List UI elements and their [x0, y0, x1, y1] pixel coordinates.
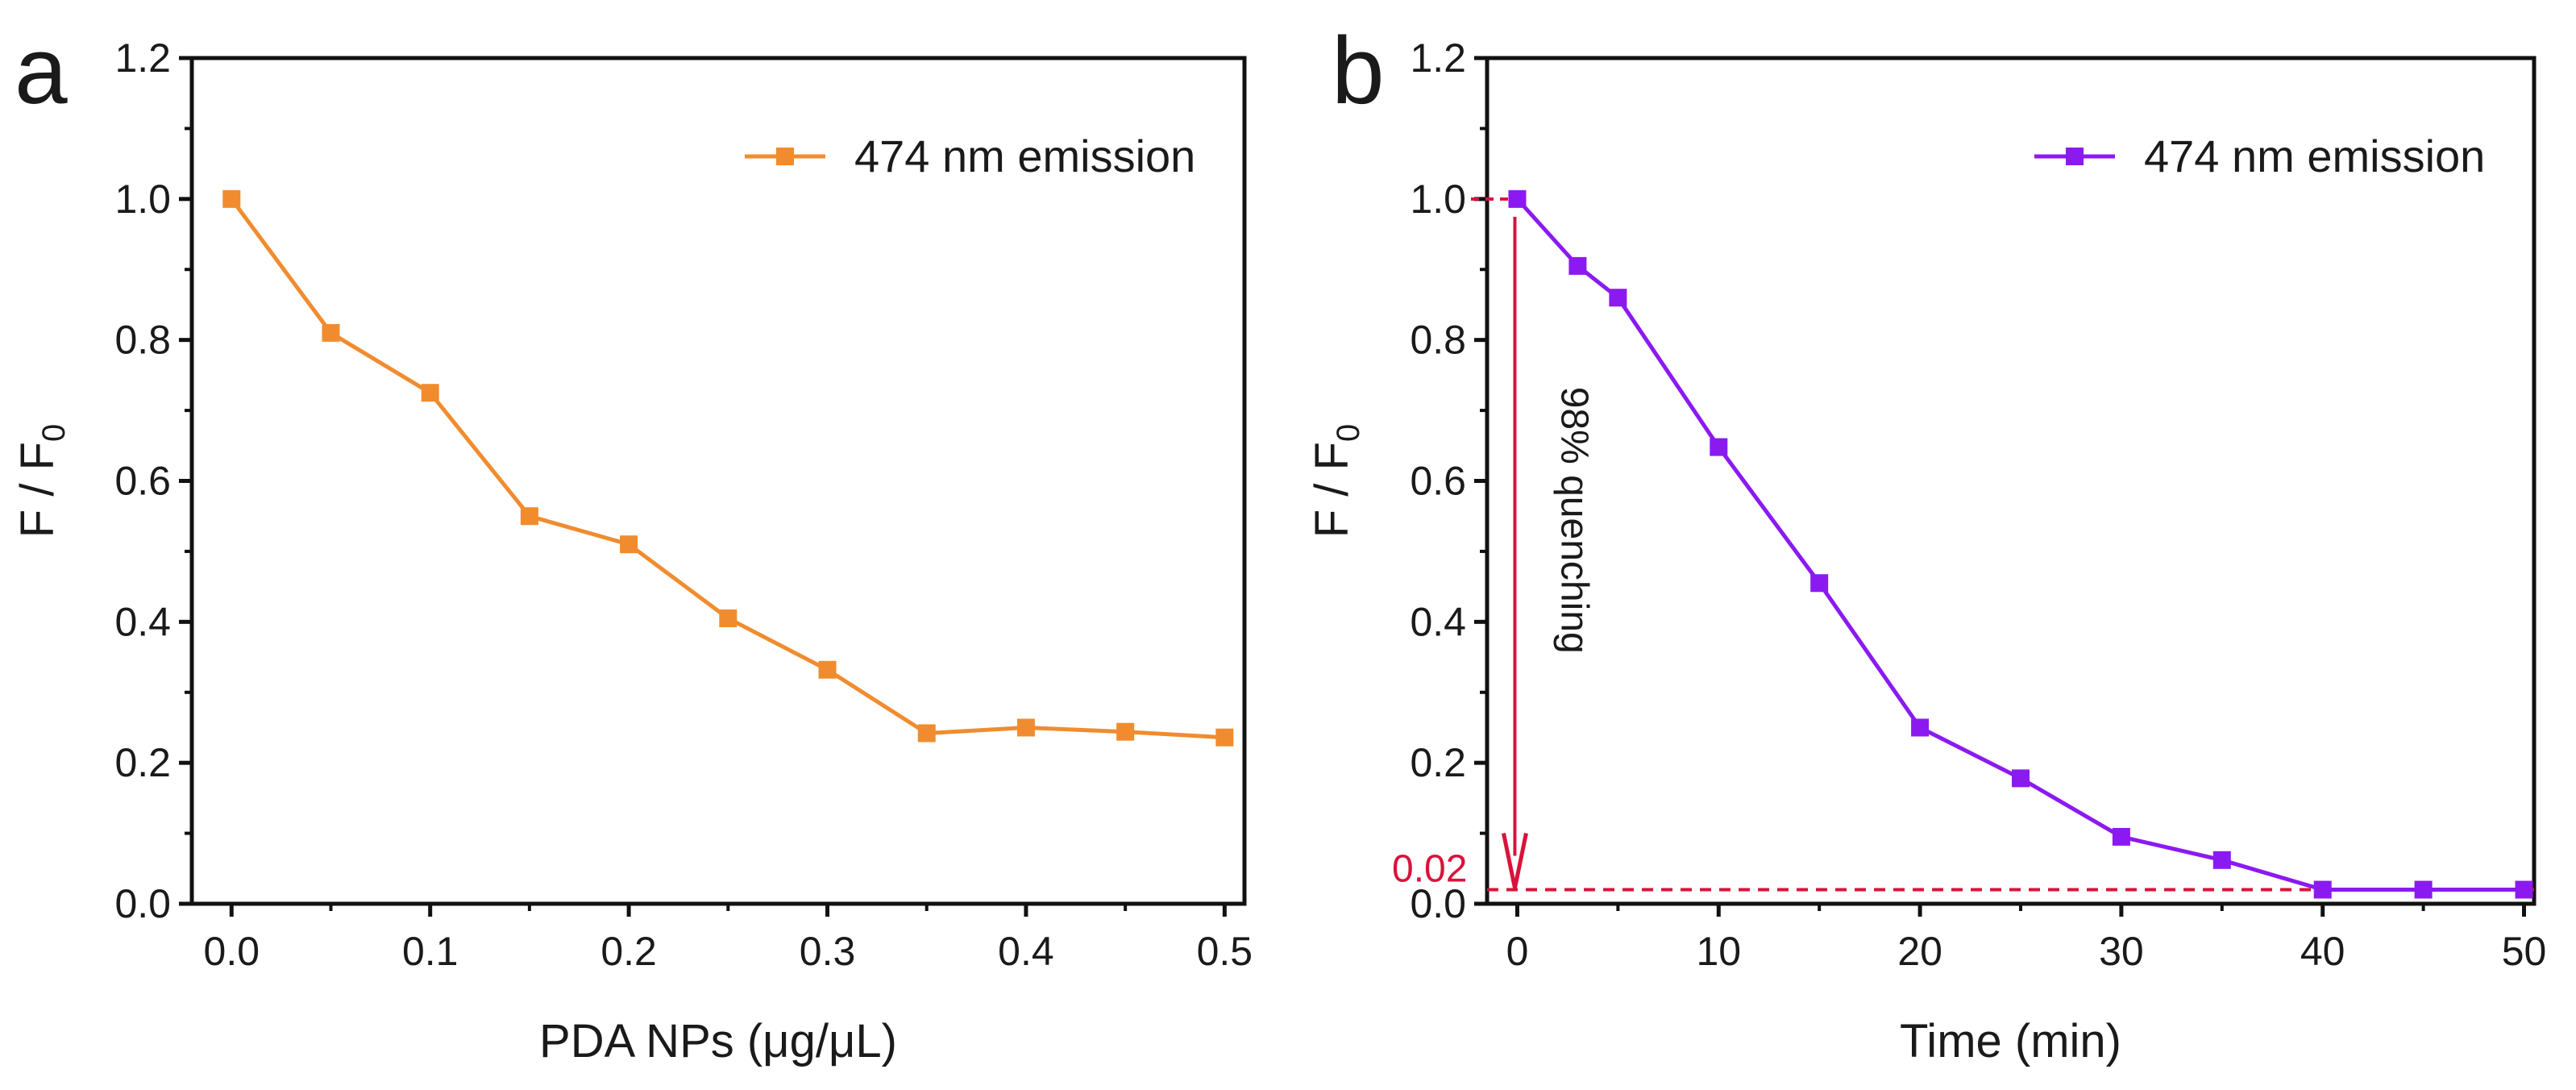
data-point: [719, 609, 737, 627]
y-tick-label: 1.0: [114, 177, 171, 222]
x-tick-label: 0.1: [402, 929, 459, 974]
x-tick-label: 0.4: [998, 929, 1054, 974]
y-tick-label: 0.8: [1410, 318, 1466, 363]
y-axis-label: F / F0: [1306, 424, 1366, 538]
data-point: [620, 535, 638, 554]
y-tick-label: 1.2: [1410, 35, 1466, 81]
legend-label: 474 nm emission: [2144, 131, 2485, 181]
panel-a-chart: a 0.0 0.2 0.4 0.6 0.8 1.0 1.2 0.0 0.1 0.2 0.3 0.4 0.5…: [11, 18, 1253, 1067]
plot-frame: [189, 56, 1247, 906]
y-tick-label: 0.4: [1410, 599, 1466, 644]
data-point: [1568, 256, 1587, 275]
quenching-label: 98% quenching: [1552, 387, 1595, 654]
data-point: [1810, 574, 1829, 593]
y-axis-label-main: F / F: [11, 442, 64, 538]
y-tick-label: 0.0: [114, 881, 171, 926]
y-tick-label: 1.0: [1410, 177, 1466, 222]
y-tick-label: 0.8: [114, 318, 171, 363]
y-axis-label-subscript: 0: [1331, 424, 1366, 442]
data-point: [1609, 289, 1627, 307]
y-axis-label-subscript: 0: [36, 424, 72, 442]
data-point: [2112, 827, 2130, 846]
y-tick-label: 0.6: [114, 459, 171, 504]
y-tick-label: 0.6: [1410, 459, 1466, 504]
x-tick-label: 0.5: [1197, 929, 1253, 974]
data-point: [2515, 880, 2533, 899]
x-axis-label: Time (min): [1900, 1015, 2121, 1067]
data-point: [2313, 880, 2332, 899]
y-tick-label: 0.4: [114, 599, 171, 644]
data-point: [2212, 851, 2231, 869]
x-tick-label: 10: [1696, 929, 1741, 974]
quenching-arrow-head: [1502, 833, 1528, 889]
data-point: [917, 724, 936, 743]
y-tick-label: 0.2: [114, 740, 171, 785]
data-point: [2414, 880, 2433, 899]
x-tick-label: 50: [2502, 929, 2547, 974]
y-axis-label-main: F / F: [1306, 442, 1358, 538]
panel-letter: b: [1332, 18, 1385, 124]
data-point: [1016, 718, 1035, 737]
y-tick-label: 1.2: [114, 35, 171, 81]
data-point: [1911, 718, 1930, 737]
x-tick-label: 0: [1506, 929, 1529, 974]
y-tick-label: 0.2: [1410, 740, 1466, 785]
data-point: [421, 384, 439, 402]
panel-letter: a: [15, 18, 68, 124]
x-tick-label: 40: [2300, 929, 2345, 974]
legend-label: 474 nm emission: [854, 131, 1195, 181]
data-point: [322, 323, 340, 342]
legend-marker: [776, 148, 794, 165]
x-tick-label: 0.0: [204, 929, 260, 974]
data-point: [1215, 728, 1234, 747]
data-point: [818, 660, 837, 679]
reference-value-label: 0.02: [1392, 848, 1467, 891]
legend-marker: [2066, 148, 2084, 165]
x-tick-label: 30: [2099, 929, 2144, 974]
data-point: [2011, 769, 2030, 788]
y-tick-label: 0.0: [1410, 881, 1466, 926]
series-line: [230, 198, 1225, 740]
plot-frame: [1485, 56, 2537, 906]
data-point: [520, 507, 538, 526]
x-tick-label: 20: [1897, 929, 1942, 974]
data-point: [1508, 189, 1527, 208]
data-point: [222, 189, 241, 208]
x-tick-label: 0.3: [800, 929, 856, 974]
panel-b-chart: b 0.0 0.2 0.4 0.6 0.8 1.0 1.2 0 10 20 30 40 50 Time (m…: [1306, 18, 2546, 1067]
x-axis-label: PDA NPs (μg/μL): [539, 1015, 897, 1067]
y-axis-label: F / F0: [11, 424, 72, 538]
data-point: [1116, 722, 1135, 741]
x-tick-label: 0.2: [600, 929, 657, 974]
data-point: [1710, 438, 1728, 456]
